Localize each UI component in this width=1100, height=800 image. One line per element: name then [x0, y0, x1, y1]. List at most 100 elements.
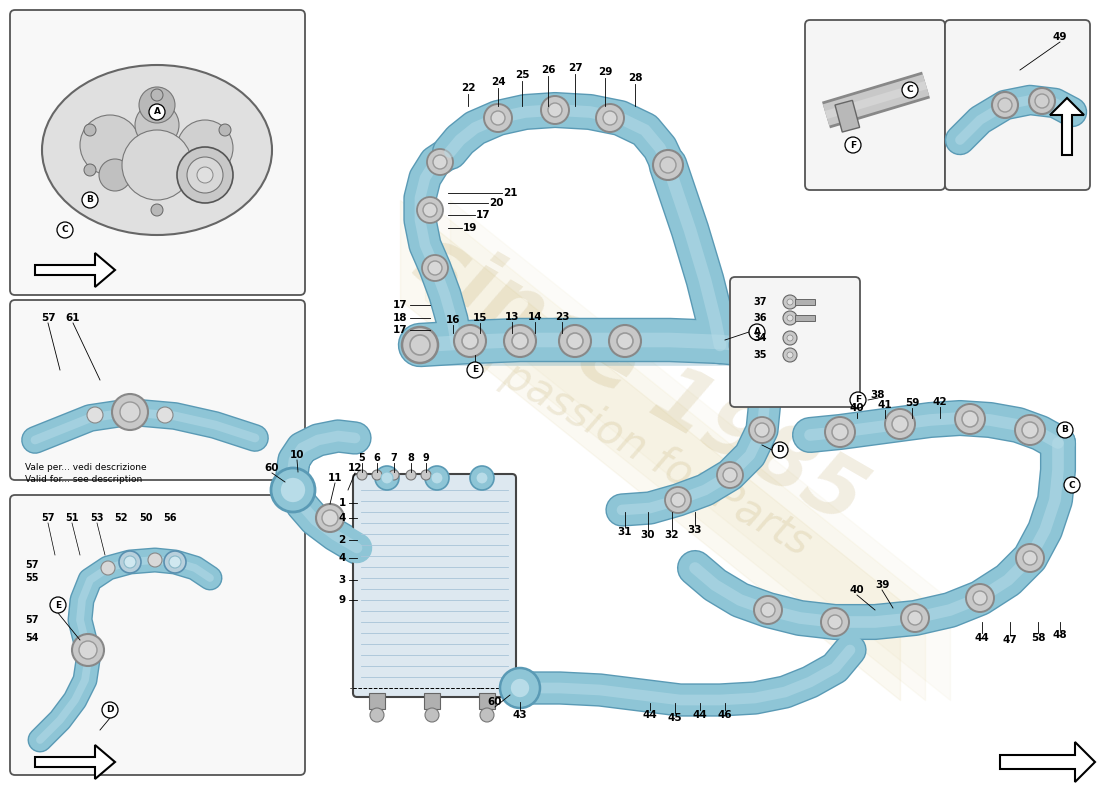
- Text: 37: 37: [754, 297, 767, 307]
- Circle shape: [739, 334, 761, 356]
- Circle shape: [280, 477, 306, 503]
- Circle shape: [783, 331, 798, 345]
- Text: C: C: [62, 226, 68, 234]
- Text: 35: 35: [754, 350, 767, 360]
- Circle shape: [148, 553, 162, 567]
- Text: since 1985: since 1985: [402, 219, 879, 541]
- Text: F: F: [850, 141, 856, 150]
- Circle shape: [504, 325, 536, 357]
- Text: 16: 16: [446, 315, 460, 325]
- Circle shape: [491, 111, 505, 125]
- Text: 40: 40: [849, 585, 865, 595]
- Circle shape: [102, 702, 118, 718]
- Circle shape: [717, 462, 743, 488]
- Circle shape: [660, 157, 676, 173]
- Bar: [835, 100, 859, 132]
- Text: 20: 20: [488, 198, 504, 208]
- Circle shape: [322, 510, 338, 526]
- Circle shape: [559, 325, 591, 357]
- Text: 4: 4: [339, 513, 345, 523]
- Circle shape: [512, 333, 528, 349]
- Circle shape: [955, 404, 984, 434]
- Circle shape: [541, 96, 569, 124]
- Circle shape: [151, 89, 163, 101]
- Circle shape: [169, 556, 182, 568]
- Circle shape: [101, 561, 116, 575]
- Circle shape: [84, 164, 96, 176]
- Text: 2: 2: [339, 535, 345, 545]
- Text: a passion for Parts: a passion for Parts: [462, 335, 818, 565]
- Text: 38: 38: [871, 390, 886, 400]
- Circle shape: [417, 197, 443, 223]
- Text: 57: 57: [25, 615, 39, 625]
- Circle shape: [596, 104, 624, 132]
- Circle shape: [901, 604, 930, 632]
- Circle shape: [1057, 422, 1072, 438]
- Circle shape: [671, 493, 685, 507]
- Text: 33: 33: [688, 525, 702, 535]
- Text: 10: 10: [289, 450, 305, 460]
- Text: 14: 14: [528, 312, 542, 322]
- Circle shape: [120, 402, 140, 422]
- Circle shape: [79, 641, 97, 659]
- Text: 41: 41: [878, 400, 892, 410]
- Circle shape: [410, 335, 430, 355]
- Text: 6: 6: [374, 453, 381, 463]
- Circle shape: [828, 615, 842, 629]
- Circle shape: [653, 150, 683, 180]
- Circle shape: [454, 325, 486, 357]
- Circle shape: [164, 551, 186, 573]
- Circle shape: [755, 423, 769, 437]
- Text: 29: 29: [597, 67, 613, 77]
- Circle shape: [892, 416, 907, 432]
- Circle shape: [761, 603, 776, 617]
- Text: 57: 57: [41, 313, 55, 323]
- Text: D: D: [107, 706, 113, 714]
- Text: 46: 46: [717, 710, 733, 720]
- Circle shape: [462, 333, 478, 349]
- Circle shape: [139, 87, 175, 123]
- Text: 44: 44: [642, 710, 658, 720]
- Circle shape: [786, 299, 793, 305]
- Text: 17: 17: [393, 300, 407, 310]
- Circle shape: [381, 472, 393, 484]
- Text: 49: 49: [1053, 32, 1067, 42]
- Circle shape: [850, 392, 866, 408]
- Text: 21: 21: [503, 188, 517, 198]
- Circle shape: [402, 327, 438, 363]
- Circle shape: [510, 678, 530, 698]
- Text: 8: 8: [408, 453, 415, 463]
- Circle shape: [1022, 422, 1038, 438]
- Text: 59: 59: [905, 398, 920, 408]
- Circle shape: [124, 556, 136, 568]
- Text: 45: 45: [668, 713, 682, 723]
- Text: Valid for... see description: Valid for... see description: [25, 475, 142, 484]
- Text: 5: 5: [359, 453, 365, 463]
- Circle shape: [470, 466, 494, 490]
- Circle shape: [87, 407, 103, 423]
- Circle shape: [617, 333, 632, 349]
- Circle shape: [197, 167, 213, 183]
- Text: 4: 4: [339, 553, 345, 563]
- Polygon shape: [1050, 98, 1084, 155]
- Bar: [795, 315, 815, 321]
- Circle shape: [424, 203, 437, 217]
- Circle shape: [122, 130, 192, 200]
- Circle shape: [375, 466, 399, 490]
- Circle shape: [609, 325, 641, 357]
- Circle shape: [1015, 415, 1045, 445]
- Text: 32: 32: [664, 530, 680, 540]
- Circle shape: [484, 104, 512, 132]
- Text: E: E: [55, 601, 62, 610]
- Circle shape: [372, 470, 382, 480]
- Circle shape: [422, 255, 448, 281]
- Text: 30: 30: [640, 530, 656, 540]
- Text: 12: 12: [348, 463, 362, 473]
- Text: D: D: [777, 446, 783, 454]
- Bar: [368, 693, 385, 709]
- Circle shape: [428, 261, 442, 275]
- Circle shape: [425, 466, 449, 490]
- Circle shape: [358, 470, 367, 480]
- Circle shape: [316, 504, 344, 532]
- FancyBboxPatch shape: [805, 20, 945, 190]
